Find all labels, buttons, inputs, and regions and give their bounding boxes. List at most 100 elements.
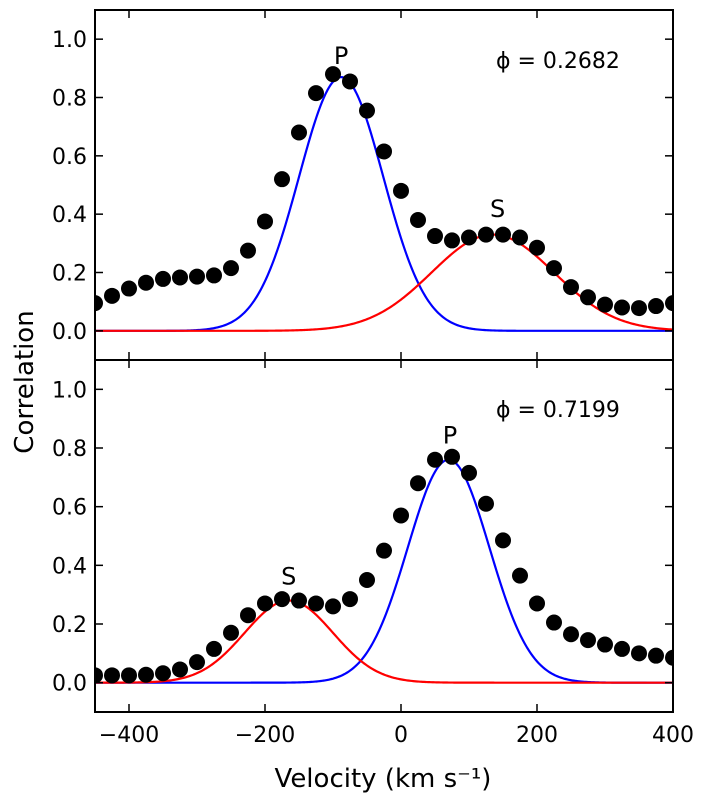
data-point: [444, 448, 460, 465]
fit-curve-p: [95, 458, 673, 684]
data-point: [223, 260, 239, 277]
data-point: [308, 85, 324, 102]
data-point: [172, 661, 188, 678]
data-point: [257, 595, 273, 612]
data-point: [274, 591, 290, 608]
data-point: [359, 572, 375, 588]
y-tick-label: 0.2: [52, 613, 87, 638]
data-point: [223, 624, 239, 641]
data-point: [393, 507, 409, 524]
data-point: [359, 102, 375, 119]
data-point: [478, 495, 494, 512]
data-point: [563, 279, 579, 296]
plot-frame: [94, 359, 674, 713]
data-point: [461, 464, 477, 481]
data-point: [427, 451, 443, 468]
data-point: [95, 667, 103, 684]
data-point: [308, 595, 324, 612]
data-point: [580, 632, 596, 649]
fit-curve-s: [95, 599, 673, 684]
data-point: [257, 213, 273, 230]
data-point: [495, 226, 511, 243]
data-point: [631, 645, 647, 662]
phase-label: ϕ = 0.2682: [496, 49, 620, 74]
data-point: [580, 289, 596, 306]
y-tick-label: 0.6: [52, 145, 87, 170]
data-points: [95, 66, 673, 317]
y-tick-label: 0.0: [52, 320, 87, 345]
data-point: [138, 666, 154, 683]
x-ticks: −400 −200 0 200 400: [99, 360, 694, 748]
data-point: [342, 591, 358, 608]
data-point: [444, 232, 460, 249]
data-point: [648, 647, 664, 664]
x-tick-label: 400: [652, 723, 694, 748]
x-axis-title: Velocity (km s⁻¹): [275, 764, 492, 794]
data-point: [240, 607, 256, 624]
phase-label: ϕ = 0.7199: [496, 398, 620, 423]
data-point: [461, 229, 477, 246]
data-point: [427, 228, 443, 245]
data-point: [95, 295, 103, 312]
data-point: [121, 667, 137, 684]
data-point: [342, 73, 358, 90]
y-tick-label: 0.2: [52, 262, 87, 287]
y-axis-title: Correlation: [10, 310, 40, 453]
data-point: [121, 280, 137, 297]
data-point: [325, 598, 341, 615]
data-points: [95, 448, 673, 684]
component-label-p: P: [443, 422, 457, 450]
y-tick-label: 0.6: [52, 496, 87, 521]
data-point: [529, 239, 545, 256]
data-point: [546, 614, 562, 631]
component-label-p: P: [334, 42, 348, 70]
x-tick-label: −200: [235, 723, 295, 748]
top-panel: 0.00.20.40.60.81.0 PS ϕ = 0.2682: [52, 9, 674, 361]
annotations: PS: [334, 42, 505, 223]
data-point: [206, 267, 222, 284]
data-point: [138, 274, 154, 291]
annotations: PS: [281, 422, 457, 591]
data-point: [376, 542, 392, 559]
data-point: [291, 592, 307, 609]
data-point: [240, 242, 256, 259]
component-label-s: S: [281, 562, 296, 590]
data-point: [410, 212, 426, 228]
y-tick-label: 0.8: [52, 437, 87, 462]
data-point: [665, 295, 673, 312]
data-point: [104, 287, 120, 304]
data-point: [189, 268, 205, 285]
y-ticks: 0.0 0.2 0.4 0.6 0.8 1.0: [52, 28, 673, 345]
data-point: [393, 182, 409, 199]
bottom-panel: 0.00.20.40.60.81.0 −400 −200 0 200 400 PS ϕ …: [52, 359, 694, 748]
data-point: [597, 636, 613, 653]
data-point: [274, 171, 290, 188]
data-point: [155, 270, 171, 287]
x-tick-label: 0: [394, 723, 408, 748]
y-tick-label: 0.4: [52, 554, 87, 579]
data-point: [189, 654, 205, 671]
data-point: [478, 226, 494, 243]
data-point: [614, 640, 630, 657]
fit-curves: [95, 458, 673, 684]
x-tick-label: −400: [99, 723, 159, 748]
y-ticks: 0.0 0.2 0.4 0.6 0.8 1.0: [52, 378, 673, 697]
data-point: [155, 665, 171, 682]
y-tick-label: 0.4: [52, 203, 87, 228]
data-point: [206, 640, 222, 657]
x-tick-label: 200: [516, 723, 558, 748]
data-point: [172, 269, 188, 286]
data-point: [529, 595, 545, 612]
data-point: [410, 475, 426, 492]
data-point: [648, 298, 664, 315]
data-point: [512, 567, 528, 584]
y-tick-label: 1.0: [52, 378, 87, 403]
y-tick-label: 0.0: [52, 672, 87, 697]
data-point: [597, 296, 613, 313]
data-point: [614, 299, 630, 316]
fit-curve-s: [95, 233, 673, 332]
data-point: [495, 532, 511, 549]
data-point: [325, 66, 341, 83]
data-point: [665, 649, 673, 666]
